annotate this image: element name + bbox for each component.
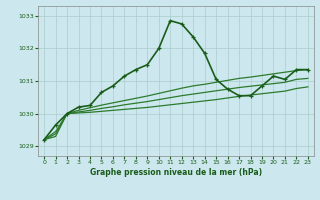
X-axis label: Graphe pression niveau de la mer (hPa): Graphe pression niveau de la mer (hPa) [90, 168, 262, 177]
